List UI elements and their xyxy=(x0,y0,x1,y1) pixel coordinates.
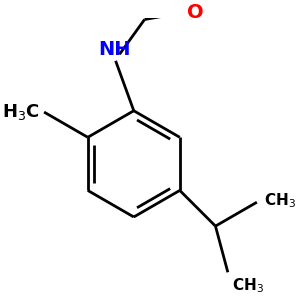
Text: CH$_3$: CH$_3$ xyxy=(232,276,264,295)
Text: H$_3$C: H$_3$C xyxy=(2,101,40,122)
Text: NH: NH xyxy=(98,40,130,59)
Text: O: O xyxy=(188,4,204,22)
Text: CH$_3$: CH$_3$ xyxy=(263,191,296,210)
